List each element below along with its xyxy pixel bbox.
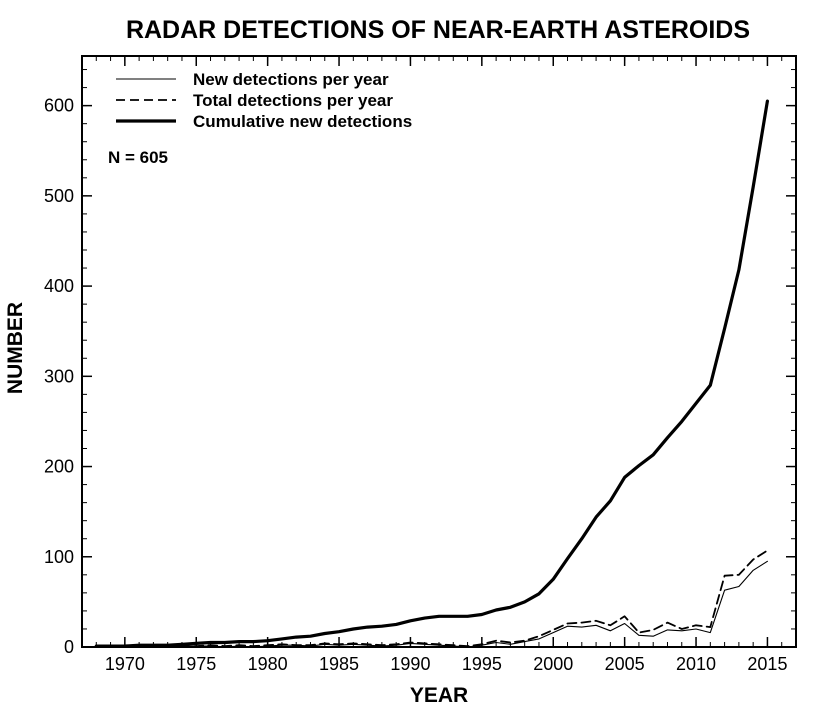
x-tick-label: 1990	[390, 654, 430, 674]
y-tick-label: 100	[44, 547, 74, 567]
x-tick-label: 2010	[676, 654, 716, 674]
annotation-n-count: N = 605	[108, 148, 168, 167]
y-axis-label: NUMBER	[4, 302, 27, 394]
y-tick-label: 500	[44, 186, 74, 206]
x-tick-label: 1975	[176, 654, 216, 674]
y-tick-label: 600	[44, 96, 74, 116]
legend-label: New detections per year	[193, 70, 389, 89]
x-axis-label: YEAR	[410, 684, 468, 707]
x-tick-label: 1970	[105, 654, 145, 674]
y-tick-label: 400	[44, 276, 74, 296]
x-tick-label: 2005	[605, 654, 645, 674]
y-tick-label: 0	[64, 637, 74, 657]
x-tick-label: 1980	[248, 654, 288, 674]
y-tick-label: 300	[44, 366, 74, 386]
legend-label: Total detections per year	[193, 91, 393, 110]
plot-frame	[81, 55, 797, 648]
series-line-new-detections-per-year	[95, 560, 768, 648]
x-tick-label: 1985	[319, 654, 359, 674]
axis-layer: 1970 1975 1980 1985 1990 1995 2000 2005 2010 2015…	[44, 56, 797, 674]
series-line-total-detections-per-year	[95, 549, 769, 647]
series-layer	[94, 99, 770, 648]
legend: New detections per year Total detections …	[116, 70, 412, 131]
x-tick-label: 1995	[462, 654, 502, 674]
x-tick-label: 2015	[747, 654, 787, 674]
chart-title: RADAR DETECTIONS OF NEAR-EARTH ASTEROIDS	[126, 16, 750, 44]
series-line-cumulative-new-detections	[94, 99, 770, 648]
y-tick-label: 200	[44, 457, 74, 477]
legend-label: Cumulative new detections	[193, 112, 412, 131]
x-tick-label: 2000	[533, 654, 573, 674]
